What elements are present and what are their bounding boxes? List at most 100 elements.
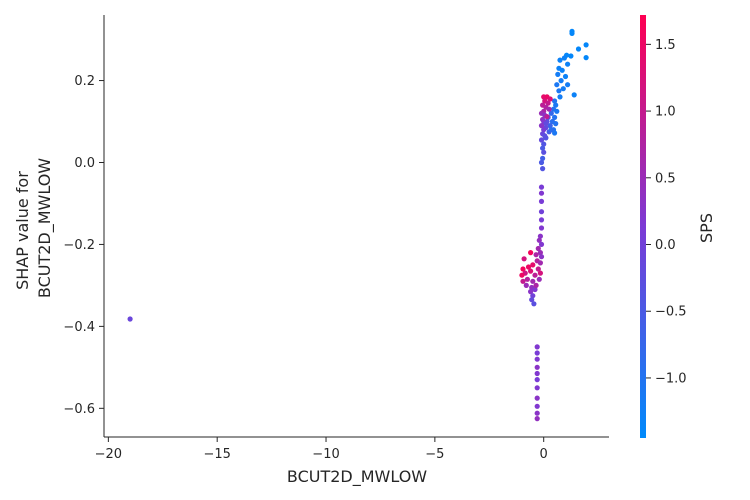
scatter-point xyxy=(541,127,547,133)
scatter-point xyxy=(537,250,544,256)
scatter-point xyxy=(538,217,545,223)
y-tick-label: 0.2 xyxy=(74,74,95,89)
scatter-point xyxy=(530,278,536,284)
scatter-point xyxy=(534,344,540,350)
scatter-point xyxy=(537,233,544,239)
scatter-point xyxy=(569,30,575,36)
scatter-point xyxy=(560,86,566,92)
colorbar-label: SPS xyxy=(697,213,716,243)
scatter-point xyxy=(561,55,568,61)
scatter-point xyxy=(575,46,582,52)
scatter-point xyxy=(523,282,529,288)
scatter-point xyxy=(559,67,565,73)
colorbar-tick-label: 0.5 xyxy=(655,171,676,186)
scatter-point xyxy=(531,301,537,307)
scatter-point xyxy=(555,71,561,77)
scatter-point xyxy=(534,370,540,377)
scatter-point xyxy=(532,286,538,293)
y-tick-label: −0.6 xyxy=(63,402,95,417)
scatter-point xyxy=(528,289,534,295)
scatter-point xyxy=(520,278,526,284)
scatter-point xyxy=(534,364,540,370)
scatter-point xyxy=(548,110,554,116)
scatter-point xyxy=(541,141,547,147)
scatter-point xyxy=(534,350,540,356)
y-tick-label: −0.4 xyxy=(63,320,95,335)
scatter-point xyxy=(554,82,560,88)
scatter-point xyxy=(534,356,540,362)
scatter-point xyxy=(541,149,547,155)
scatter-point xyxy=(538,198,545,204)
colorbar-tick-label: −1.0 xyxy=(655,371,687,386)
scatter-point xyxy=(540,155,546,161)
scatter-point xyxy=(552,130,558,136)
scatter-point xyxy=(556,88,562,94)
scatter-point xyxy=(533,282,539,288)
scatter-point xyxy=(538,159,545,166)
scatter-point xyxy=(540,145,546,151)
scatter-point xyxy=(521,256,527,262)
scatter-point xyxy=(544,114,550,120)
scatter-point xyxy=(553,102,559,108)
x-tick-label: −15 xyxy=(203,447,230,462)
scatter-point xyxy=(547,96,553,102)
scatter-point xyxy=(519,272,525,278)
scatter-point xyxy=(538,184,545,190)
scatter-point xyxy=(532,272,538,278)
scatter-point xyxy=(537,260,544,266)
scatter-point xyxy=(533,252,539,258)
y-axis-ticks: 0.2 0.0 −0.2 −0.4 −0.6 xyxy=(63,74,104,417)
scatter-point xyxy=(534,385,540,391)
scatter-point xyxy=(552,114,558,120)
scatter-point xyxy=(583,55,589,61)
scatter-point xyxy=(534,416,540,422)
scatter-point xyxy=(546,106,552,112)
colorbar-tick-label: −0.5 xyxy=(655,305,687,320)
x-axis-ticks: −20 −15 −10 −5 0 xyxy=(95,437,548,462)
x-tick-label: −20 xyxy=(95,447,122,462)
scatter-point xyxy=(535,245,541,252)
x-axis-label: BCUT2D_MWLOW xyxy=(287,467,427,487)
scatter-point xyxy=(557,57,563,63)
y-tick-label: 0.0 xyxy=(74,156,95,171)
scatter-point xyxy=(534,403,540,409)
scatter-point xyxy=(524,276,531,282)
scatter-point xyxy=(528,250,534,256)
scatter-point xyxy=(525,264,532,270)
scatter-point xyxy=(530,293,536,299)
scatter-point xyxy=(542,133,548,139)
scatter-point xyxy=(557,94,563,100)
scatter-points xyxy=(127,28,589,422)
scatter-point xyxy=(538,123,545,129)
scatter-point xyxy=(538,209,545,215)
y-axis-label-line-2: BCUT2D_MWLOW xyxy=(35,158,55,298)
scatter-point xyxy=(536,237,542,243)
colorbar-tick-label: 1.5 xyxy=(655,38,676,53)
scatter-point xyxy=(538,137,545,143)
x-tick-label: −10 xyxy=(312,447,339,462)
scatter-point xyxy=(548,127,554,133)
scatter-point xyxy=(534,410,540,416)
scatter-point xyxy=(538,254,545,260)
scatter-point xyxy=(562,73,569,80)
scatter-point xyxy=(127,316,133,322)
scatter-point xyxy=(538,190,545,196)
scatter-point xyxy=(529,297,535,303)
scatter-point xyxy=(543,121,549,127)
colorbar-tick-label: 1.0 xyxy=(655,105,676,120)
scatter-point xyxy=(535,266,541,272)
x-tick-label: 0 xyxy=(540,447,548,462)
y-axis-label: SHAP value for BCUT2D_MWLOW xyxy=(13,158,55,298)
scatter-point xyxy=(538,241,545,247)
scatter-point xyxy=(554,108,560,114)
y-axis-label-line-1: SHAP value for xyxy=(13,171,32,290)
scatter-point xyxy=(534,377,540,383)
scatter-point xyxy=(583,42,589,48)
scatter-point xyxy=(568,53,574,59)
colorbar xyxy=(640,15,646,438)
scatter-point xyxy=(565,61,571,67)
scatter-point xyxy=(537,270,544,276)
scatter-point xyxy=(530,262,536,268)
scatter-point xyxy=(547,123,553,129)
scatter-point xyxy=(558,78,564,84)
